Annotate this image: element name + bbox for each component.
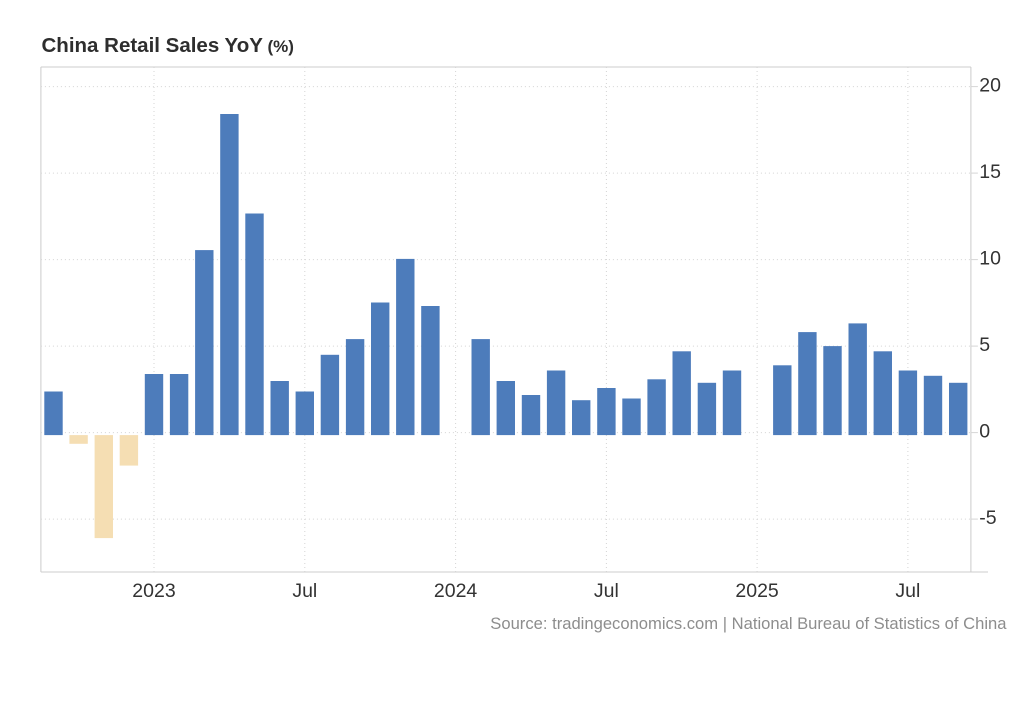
svg-text:-5: -5 [979,507,996,529]
svg-text:20: 20 [979,74,1001,96]
svg-text:Jul: Jul [594,580,619,602]
svg-text:(%): (%) [268,37,294,56]
svg-text:2023: 2023 [132,580,175,602]
svg-text:Jul: Jul [292,580,317,602]
svg-text:Source: tradingeconomics.com |: Source: tradingeconomics.com | National … [490,614,1007,633]
svg-text:China Retail Sales YoY: China Retail Sales YoY [42,34,264,57]
svg-text:2025: 2025 [735,580,779,602]
svg-text:15: 15 [979,161,1001,183]
svg-text:Jul: Jul [895,580,920,602]
svg-text:0: 0 [979,420,990,442]
svg-text:2024: 2024 [434,580,478,602]
svg-text:5: 5 [979,334,990,356]
svg-text:10: 10 [979,247,1001,269]
